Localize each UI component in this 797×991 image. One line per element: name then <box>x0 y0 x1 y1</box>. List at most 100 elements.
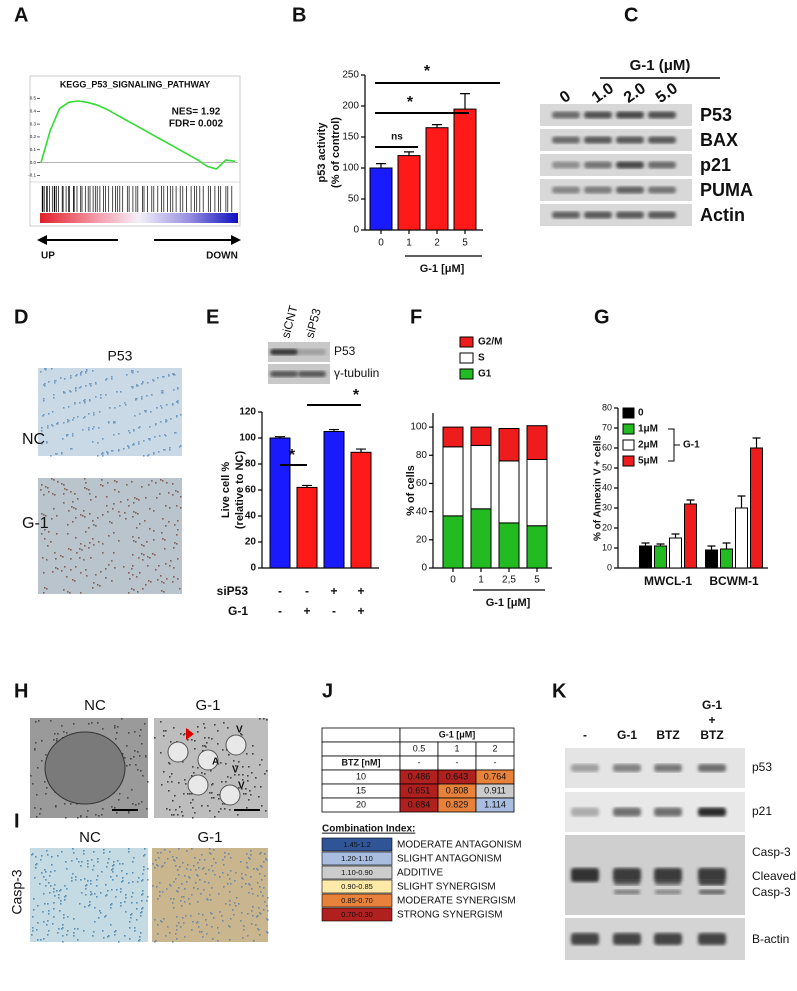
band <box>698 807 726 817</box>
band <box>584 211 612 219</box>
table-text: 0.486 <box>408 771 431 781</box>
band-label: P53 <box>334 344 356 358</box>
legend-label: G1 <box>478 369 492 380</box>
band <box>654 868 682 882</box>
bar-segment <box>498 428 520 462</box>
band <box>654 764 682 772</box>
y-tick-label: 40 <box>602 482 612 492</box>
band <box>613 868 641 882</box>
bar-segment <box>442 446 464 517</box>
band <box>648 186 676 194</box>
bar <box>323 431 345 569</box>
x-tick-label: 5 <box>534 575 540 586</box>
vacuole <box>167 741 189 763</box>
panel-letter: G <box>594 306 610 328</box>
error-bar <box>460 93 470 110</box>
table-cell <box>321 741 401 757</box>
table-cell <box>321 727 401 743</box>
y-tick-label: 120 <box>239 407 256 418</box>
nucleus <box>44 731 126 805</box>
y-axis-label: p53 activity <box>316 122 328 183</box>
legend-label: 0 <box>638 408 644 419</box>
y-tick-label: 0.3 <box>30 121 37 126</box>
y-tick-label: 60 <box>245 485 257 496</box>
band <box>298 371 326 377</box>
bar <box>453 108 477 231</box>
band <box>613 764 641 772</box>
ihc-image <box>30 848 148 942</box>
y-tick-label: -0.1 <box>28 173 36 178</box>
x-tick-label: 5 <box>462 238 468 249</box>
y-tick-label: 60 <box>602 442 612 452</box>
band <box>699 889 725 895</box>
bar-segment <box>498 460 520 524</box>
x-tick-label: 2 <box>434 238 440 249</box>
error-bar <box>737 495 746 508</box>
table-text: 0.684 <box>408 799 431 809</box>
band <box>298 349 326 355</box>
error-bar <box>376 163 386 168</box>
band <box>648 211 676 219</box>
band <box>552 136 580 144</box>
band <box>698 764 726 772</box>
bar <box>705 549 718 569</box>
legend-label: ADDITIVE <box>397 868 443 879</box>
condition-value: + <box>357 604 364 618</box>
bar <box>669 537 682 569</box>
band-label: γ-tubulin <box>334 366 379 380</box>
legend-swatch <box>622 407 635 419</box>
table-text: - <box>418 757 421 767</box>
legend-bracket <box>668 428 680 462</box>
bar-segment <box>470 508 492 569</box>
band <box>698 868 726 882</box>
legend-swatch <box>321 837 393 852</box>
legend-label: S <box>478 353 485 364</box>
y-tick-label: 0.1 <box>30 147 37 152</box>
lane-label: G-1 <box>702 698 722 712</box>
band <box>584 136 612 144</box>
y-tick-label: 100 <box>342 163 359 174</box>
y-tick-label: 60 <box>416 478 428 489</box>
error-bar <box>404 151 414 156</box>
y-tick-label: 0 <box>353 225 359 236</box>
y-tick-label: 0.5 <box>30 96 37 101</box>
em-mark: A <box>212 757 219 768</box>
band <box>571 807 599 817</box>
stain-label: P53 <box>108 348 133 364</box>
band <box>584 161 612 169</box>
y-tick-label: 80 <box>602 402 612 412</box>
legend-group: G-1 <box>683 440 700 451</box>
error-bar <box>356 448 366 453</box>
y-tick-label: 20 <box>245 537 257 548</box>
direction-label: UP <box>41 251 55 262</box>
table-text: 10 <box>356 771 366 781</box>
band <box>584 111 612 119</box>
table-text: 0.911 <box>484 785 506 795</box>
legend-swatch <box>321 851 393 866</box>
ihc-image <box>38 478 182 594</box>
bar <box>654 545 667 569</box>
column-label: NC <box>79 829 101 846</box>
y-tick-label: 20 <box>416 534 428 545</box>
lane-label: G-1 <box>617 728 637 742</box>
lane-label: BTZ <box>700 728 723 742</box>
x-tick-label: 1 <box>478 575 484 586</box>
column-label: G-1 <box>197 829 222 846</box>
table-text: 0.643 <box>446 771 469 781</box>
legend-range: 0.85-0.70 <box>341 896 373 905</box>
legend-label: SLIGHT ANTAGONISM <box>397 854 502 865</box>
bar-segment <box>470 444 492 510</box>
y-tick-label: 30 <box>602 502 612 512</box>
band <box>584 186 612 194</box>
band-label: Casp-3 <box>752 885 791 899</box>
condition-value: - <box>278 584 282 598</box>
band-label: p21 <box>700 155 731 175</box>
y-tick-label: 0 <box>250 563 256 574</box>
panel-letter: K <box>552 680 567 702</box>
band-label: Actin <box>700 205 745 225</box>
panel-letter: H <box>14 680 28 702</box>
legend-range: 1.45-1.2 <box>343 840 371 849</box>
table-header: G-1 [μM] <box>439 729 476 739</box>
